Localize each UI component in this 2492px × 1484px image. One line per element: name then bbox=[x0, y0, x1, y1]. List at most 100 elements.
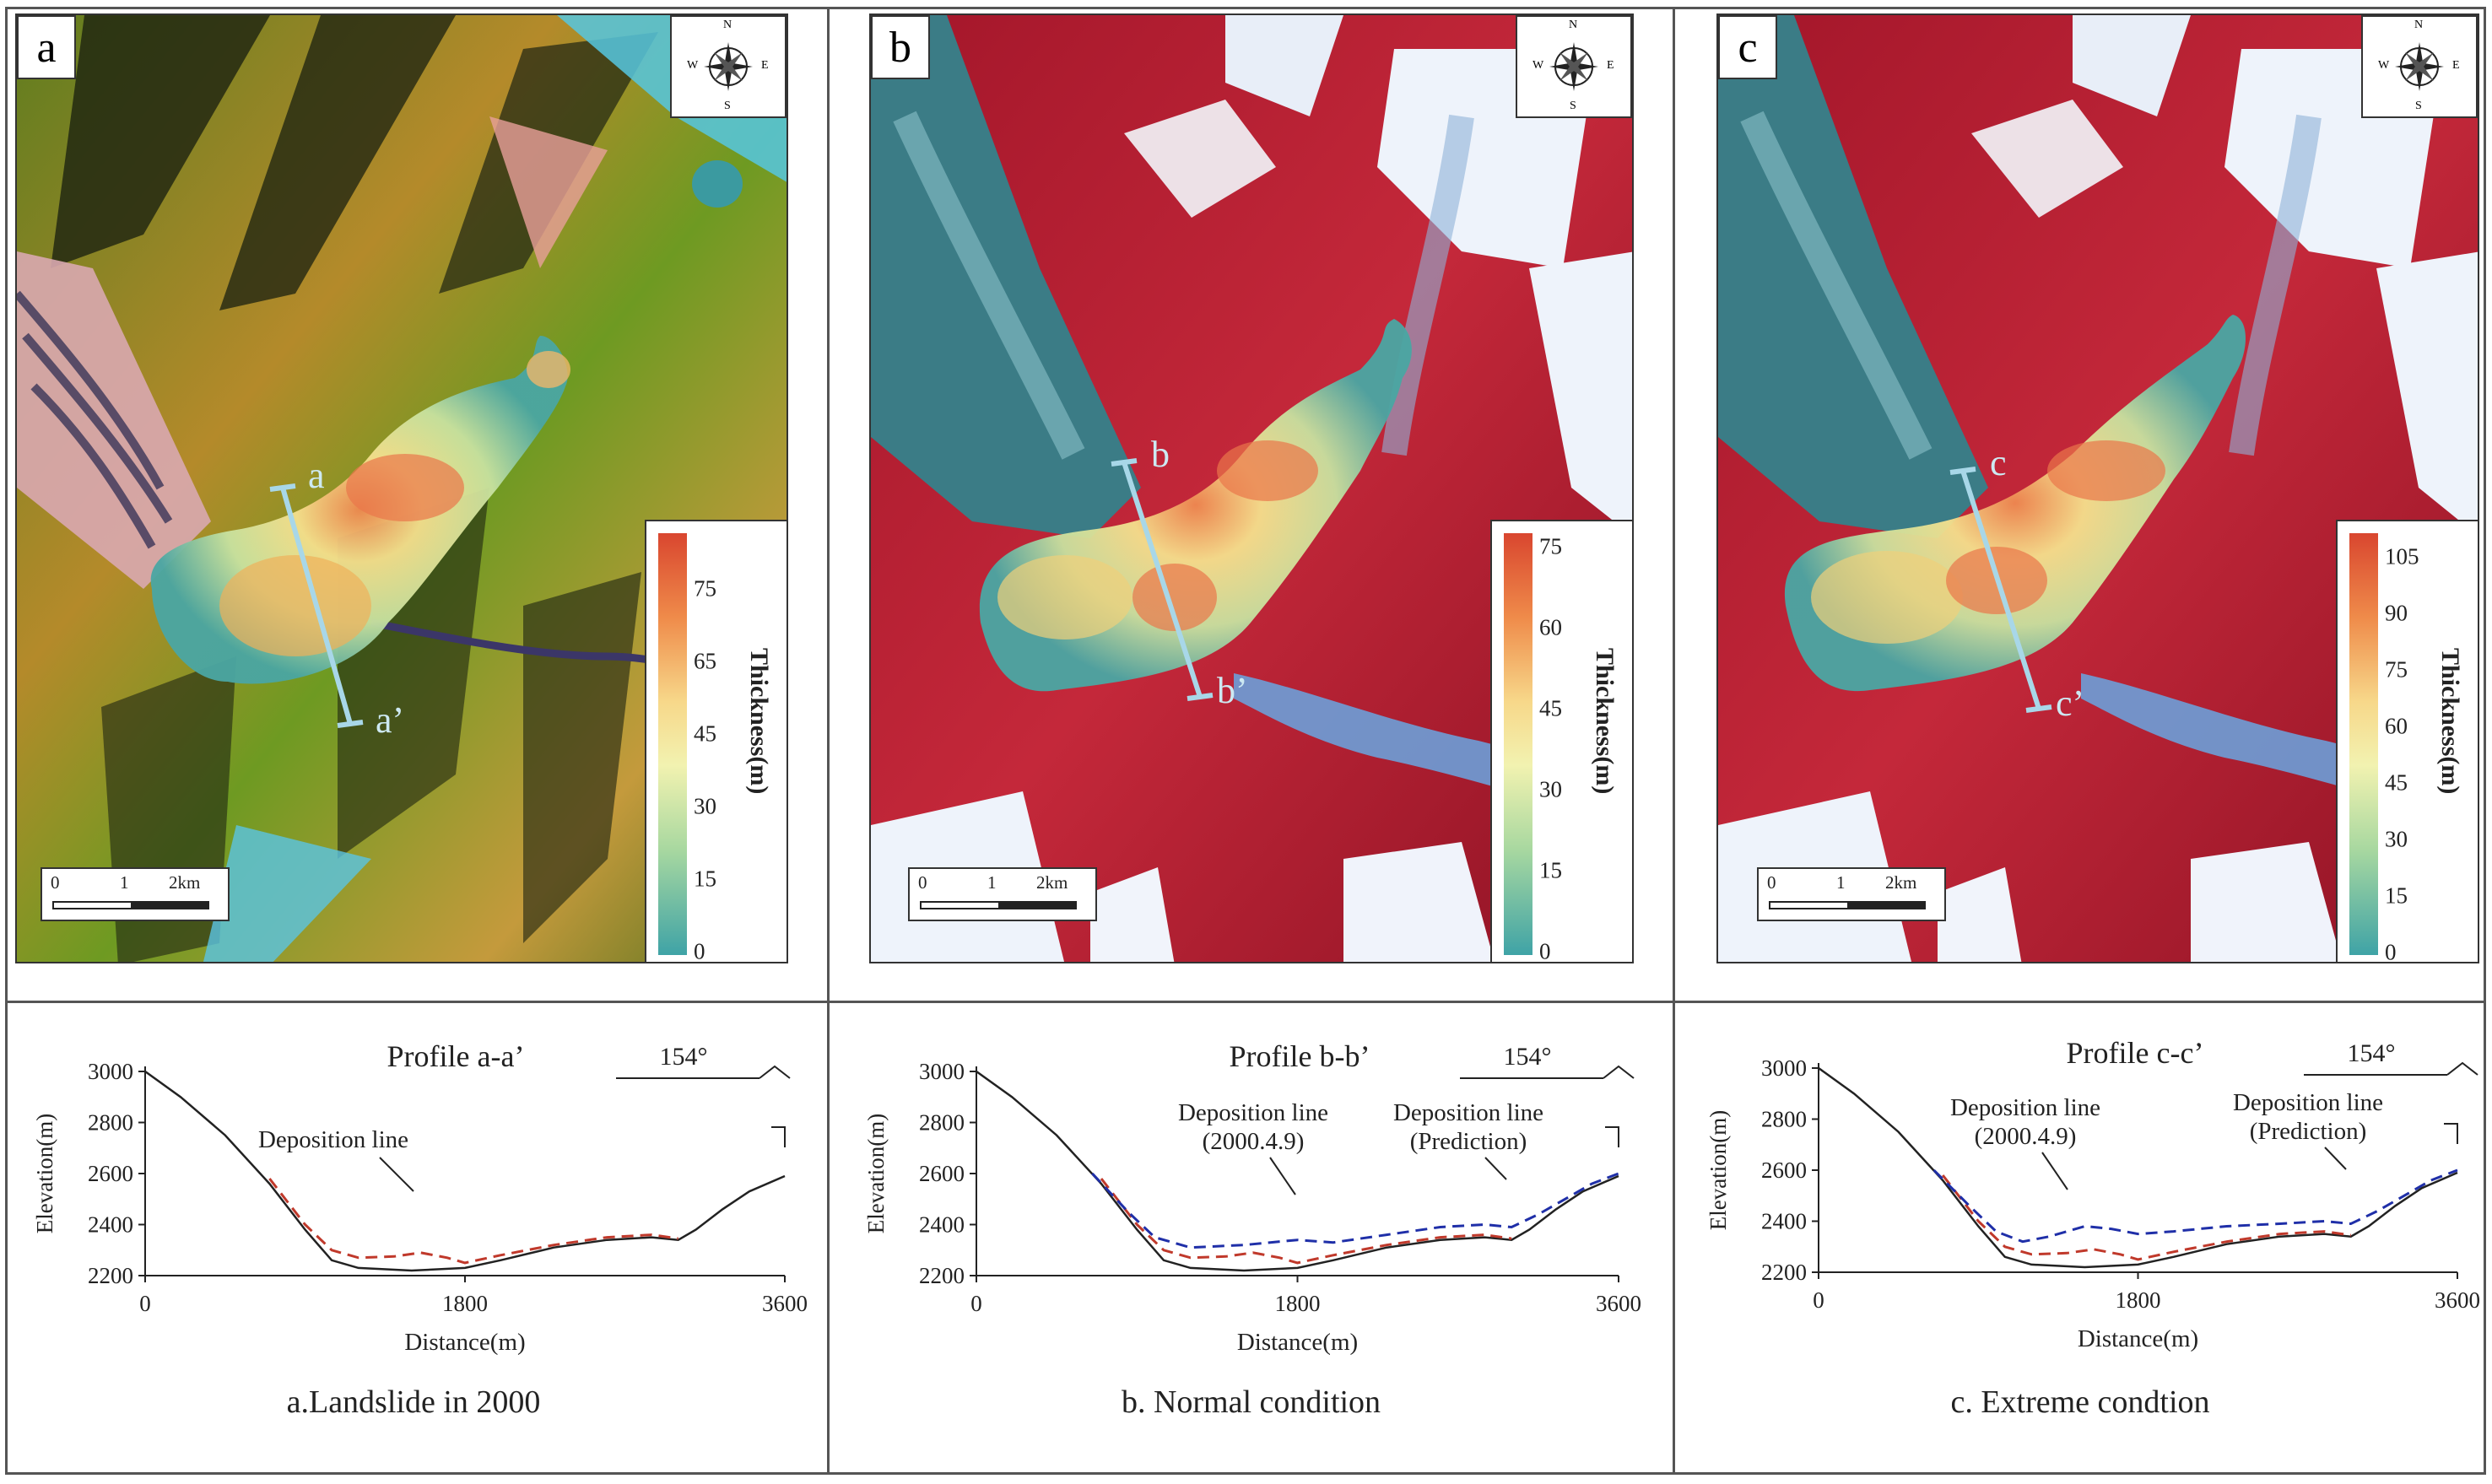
legend-tick: 30 bbox=[1539, 776, 1562, 802]
y-tick-label: 2400 bbox=[1761, 1209, 1807, 1234]
panel-letter-c: c bbox=[1718, 15, 1777, 79]
annotation-arrow bbox=[379, 1157, 414, 1192]
annotation-label: (2000.4.9) bbox=[1203, 1128, 1305, 1155]
series-line-terrain bbox=[144, 1070, 786, 1272]
section-start-label-b: b bbox=[1151, 434, 1170, 475]
scale-bar-a: 0 1 2km bbox=[41, 867, 230, 921]
deposit-thickness-overlay-a bbox=[150, 336, 570, 684]
direction-arrow-icon bbox=[1603, 1065, 1635, 1079]
y-tick-label: 2600 bbox=[919, 1161, 965, 1186]
legend-color-bar bbox=[1504, 533, 1532, 955]
y-tick-label: 2400 bbox=[88, 1212, 133, 1238]
section-start-label-a: a bbox=[308, 455, 325, 496]
legend-color-bar bbox=[2349, 533, 2378, 955]
y-tick-label: 2200 bbox=[919, 1263, 965, 1288]
y-tick-label: 2200 bbox=[1761, 1260, 1807, 1285]
caption-b: b. Normal condition bbox=[1121, 1384, 1381, 1420]
legend-tick: 0 bbox=[694, 938, 705, 963]
compass-rose-icon bbox=[2395, 42, 2444, 91]
y-axis-label: Elevation(m) bbox=[863, 1114, 889, 1233]
scale-bar-c: 0 1 2km bbox=[1757, 867, 1946, 921]
legend-tick: 30 bbox=[694, 793, 716, 819]
legend-color-bar bbox=[658, 533, 687, 955]
y-tick-label: 2800 bbox=[1761, 1107, 1807, 1132]
caption-c: c. Extreme condtion bbox=[1950, 1384, 2210, 1420]
y-tick-label: 3000 bbox=[919, 1059, 965, 1084]
y-tick-label: 2800 bbox=[88, 1110, 133, 1136]
compass-a: N S E W bbox=[670, 15, 787, 118]
section-start-label-c: c bbox=[1990, 442, 2007, 483]
legend-tick: 65 bbox=[694, 648, 716, 674]
annotation-label: (2000.4.9) bbox=[1975, 1123, 2077, 1150]
panel-letter-b: b bbox=[871, 15, 930, 79]
x-tick-label: 0 bbox=[970, 1291, 982, 1316]
x-tick-label: 3600 bbox=[2435, 1287, 2480, 1313]
annotation-label: Deposition line bbox=[258, 1126, 408, 1153]
annotation-label: (Prediction) bbox=[1410, 1128, 1527, 1155]
y-tick-label: 3000 bbox=[1761, 1055, 1807, 1081]
thickness-legend-c: 105 90 75 60 45 30 15 0 Thickness(m) bbox=[2336, 520, 2478, 963]
legend-tick: 0 bbox=[2385, 939, 2397, 963]
direction-label: 154° bbox=[2348, 1039, 2396, 1067]
panel-divider-2 bbox=[1673, 7, 1675, 1475]
y-tick-label: 2200 bbox=[88, 1263, 133, 1288]
annotation-label: (Prediction) bbox=[2250, 1118, 2367, 1145]
series-line-deposition_prediction bbox=[1091, 1172, 1619, 1249]
deposit-thickness-overlay-b bbox=[979, 319, 1412, 692]
series-line-deposition_2000 bbox=[268, 1178, 678, 1265]
y-tick-label: 2600 bbox=[88, 1161, 133, 1186]
x-tick-label: 3600 bbox=[1596, 1291, 1641, 1316]
legend-tick: 15 bbox=[2385, 882, 2408, 909]
y-tick-label: 3000 bbox=[88, 1059, 133, 1084]
x-axis-label: Distance(m) bbox=[2078, 1325, 2198, 1352]
direction-arrow-icon bbox=[759, 1065, 791, 1079]
y-tick-label: 2800 bbox=[919, 1110, 965, 1136]
y-axis-label: Elevation(m) bbox=[1705, 1110, 1731, 1230]
map-panel-c: c c’ c N S E W 105 90 75 60 45 30 15 0 T… bbox=[1716, 13, 2479, 963]
map-profile-divider bbox=[5, 1001, 2486, 1003]
series-line-deposition_2000 bbox=[1942, 1174, 2352, 1261]
x-axis-label: Distance(m) bbox=[1237, 1329, 1358, 1356]
caption-a: a.Landslide in 2000 bbox=[286, 1384, 541, 1420]
legend-tick: 30 bbox=[2385, 826, 2408, 852]
legend-tick: 60 bbox=[2385, 713, 2408, 739]
figure-frame bbox=[5, 7, 2486, 1475]
x-tick-label: 0 bbox=[1813, 1287, 1824, 1313]
profile-title: Profile a-a’ bbox=[387, 1039, 525, 1073]
section-end-label-a: a’ bbox=[376, 699, 405, 741]
annotation-arrow bbox=[1269, 1157, 1296, 1195]
thickness-legend-a: 75 65 45 30 15 0 Thickness(m) bbox=[645, 520, 787, 963]
profile-end-bracket bbox=[771, 1126, 786, 1147]
y-tick-label: 2600 bbox=[1761, 1158, 1807, 1183]
x-tick-label: 0 bbox=[139, 1291, 151, 1316]
direction-arrow-icon bbox=[2446, 1061, 2478, 1076]
map-panel-a: a a’ a N S E W 75 65 45 30 15 0 Thicknes… bbox=[15, 13, 788, 963]
direction-label: 154° bbox=[1504, 1043, 1552, 1071]
legend-tick: 75 bbox=[2385, 656, 2408, 683]
compass-b: N S E W bbox=[1516, 15, 1632, 118]
legend-tick: 0 bbox=[1539, 938, 1551, 963]
series-line-deposition_2000 bbox=[1100, 1178, 1512, 1265]
section-line-c bbox=[1949, 467, 2052, 713]
legend-tick: 90 bbox=[2385, 600, 2408, 626]
annotation-arrow bbox=[1484, 1157, 1507, 1180]
scale-bar-b: 0 1 2km bbox=[908, 867, 1097, 921]
annotation-label: Deposition line bbox=[1393, 1099, 1543, 1126]
legend-tick: 45 bbox=[1539, 695, 1562, 721]
legend-tick: 45 bbox=[694, 720, 716, 747]
annotation-arrow bbox=[2041, 1152, 2068, 1190]
thickness-legend-b: 75 60 45 30 15 0 Thickness(m) bbox=[1490, 520, 1632, 963]
map-panel-b: b b’ b N S E W 75 60 45 30 15 0 Thicknes… bbox=[869, 13, 1634, 963]
legend-tick: 15 bbox=[694, 866, 716, 892]
profile-end-bracket bbox=[2444, 1123, 2458, 1144]
x-tick-label: 1800 bbox=[442, 1291, 488, 1316]
annotation-label: Deposition line bbox=[1950, 1094, 2100, 1121]
y-axis-label: Elevation(m) bbox=[32, 1114, 57, 1233]
legend-tick: 75 bbox=[694, 575, 716, 602]
y-tick-label: 2400 bbox=[919, 1212, 965, 1238]
panel-divider-1 bbox=[827, 7, 830, 1475]
profile-title: Profile c-c’ bbox=[2067, 1036, 2204, 1070]
